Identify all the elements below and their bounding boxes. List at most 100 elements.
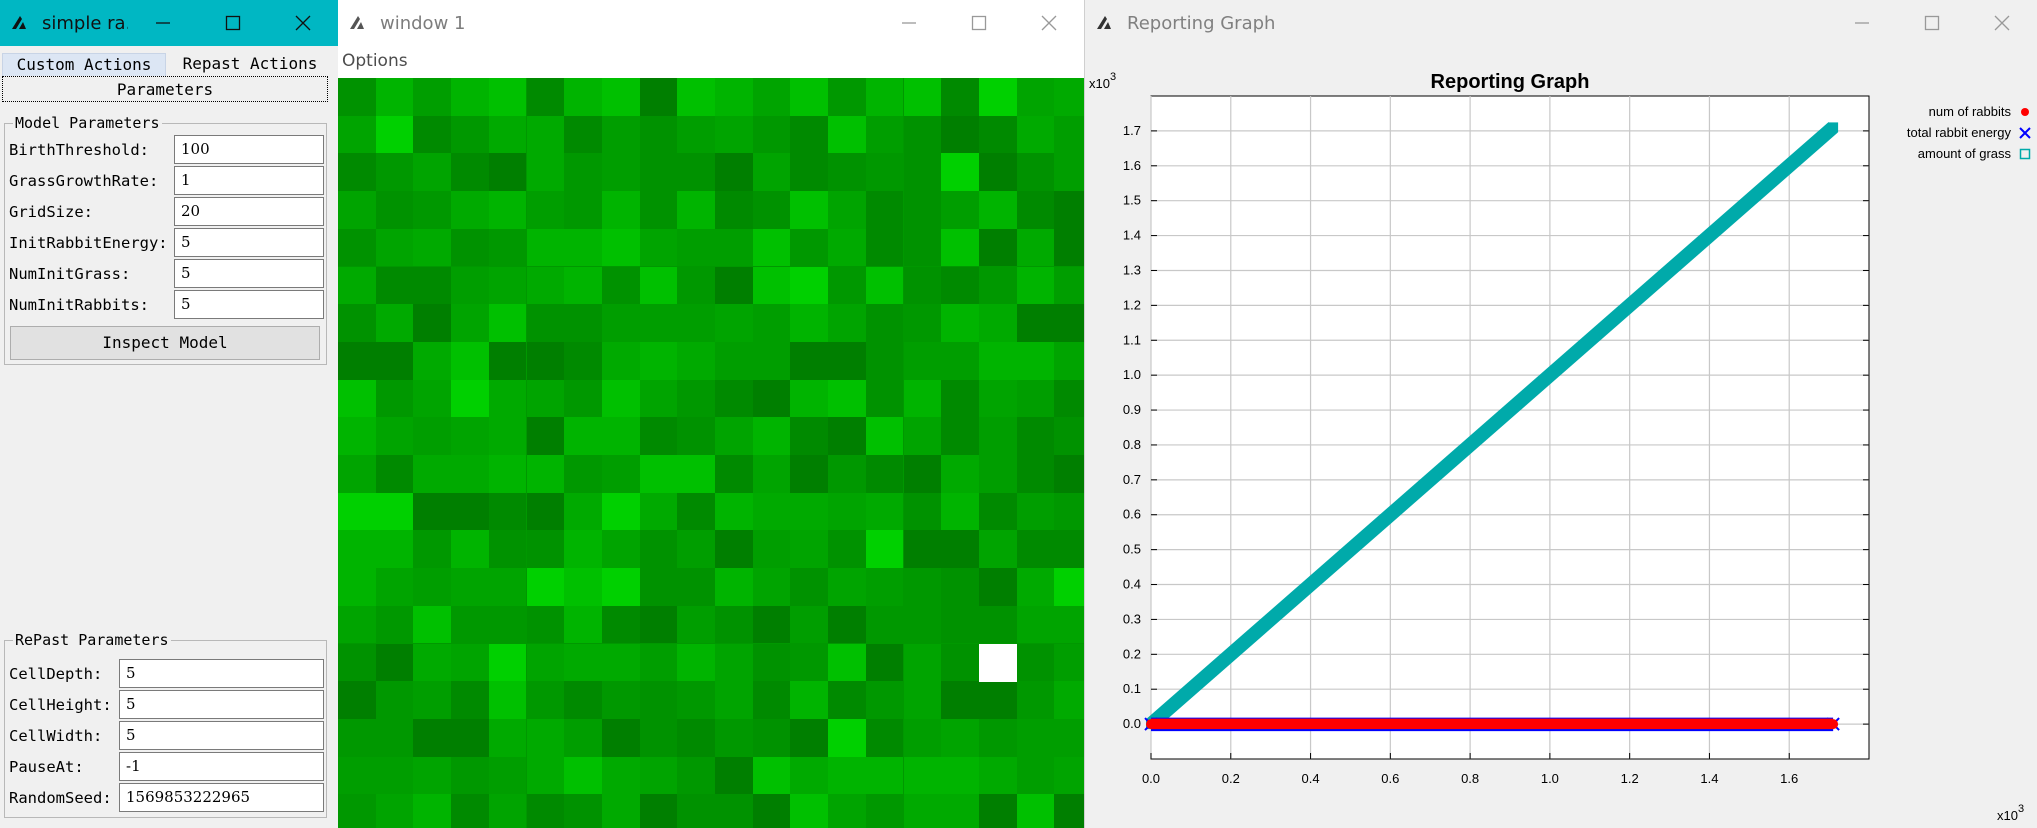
grass-cell — [978, 153, 1017, 192]
grass-cell — [978, 341, 1017, 380]
grass-cell — [677, 266, 715, 305]
parameters-window-titlebar[interactable]: simple ra... — [0, 0, 338, 46]
window-title: simple ra... — [42, 12, 128, 34]
grass-cell — [865, 492, 904, 531]
grass-cell — [375, 304, 414, 342]
grass-cell — [601, 605, 640, 644]
grass-cell — [677, 379, 715, 418]
action-tabs: Custom Actions Repast Actions — [0, 50, 338, 76]
grass-cell — [677, 191, 715, 229]
grass-cell — [865, 718, 904, 757]
grass-cell — [338, 568, 376, 606]
grass-cell — [601, 794, 640, 828]
grass-cell — [413, 153, 452, 192]
tab-custom-actions[interactable]: Custom Actions — [2, 53, 166, 76]
options-menu[interactable]: Options — [342, 51, 408, 71]
grass-cell — [828, 794, 866, 828]
grass-growth-rate-input[interactable]: 1 — [174, 166, 324, 195]
grass-cell — [488, 379, 527, 418]
birth-threshold-input[interactable]: 100 — [174, 135, 324, 164]
grass-cell — [941, 756, 979, 795]
grass-cell — [488, 115, 527, 154]
grass-cell — [639, 228, 678, 267]
grass-cell — [1016, 605, 1055, 644]
grass-cell — [564, 417, 602, 455]
grass-cell — [715, 643, 753, 682]
grass-cell — [978, 78, 1017, 116]
num-init-rabbits-input[interactable]: 5 — [174, 290, 324, 319]
pause-at-input[interactable]: -1 — [119, 752, 324, 781]
grass-cell — [451, 379, 489, 418]
close-button[interactable] — [1967, 0, 2037, 46]
grass-cell — [564, 643, 602, 682]
grass-cell — [752, 718, 791, 757]
grass-cell — [338, 379, 376, 418]
minimize-button[interactable] — [874, 0, 944, 46]
model-parameters-panel: Model Parameters BirthThreshold: 100 Gra… — [4, 114, 327, 365]
minimize-button[interactable] — [1827, 0, 1897, 46]
cell-width-input[interactable]: 5 — [119, 721, 324, 750]
grass-cell — [375, 191, 414, 229]
grass-grid-display[interactable] — [338, 78, 1084, 828]
cell-height-input[interactable]: 5 — [119, 690, 324, 719]
cell-depth-input[interactable]: 5 — [119, 659, 324, 688]
grid-window-titlebar[interactable]: window 1 — [338, 0, 1084, 46]
inspect-model-button[interactable]: Inspect Model — [10, 326, 320, 360]
tab-repast-actions[interactable]: Repast Actions — [182, 54, 318, 73]
grid-window: window 1 Options — [338, 0, 1084, 828]
repast-app-icon — [350, 16, 364, 29]
repast-app-icon — [12, 16, 26, 29]
grass-cell — [1054, 379, 1084, 418]
model-parameters-legend: Model Parameters — [13, 114, 162, 132]
series-marker — [1828, 719, 1839, 730]
grass-cell — [601, 492, 640, 531]
minimize-button[interactable] — [128, 0, 198, 46]
grid-size-input[interactable]: 20 — [174, 197, 324, 226]
grass-cell — [790, 78, 829, 116]
init-rabbit-energy-input[interactable]: 5 — [174, 228, 324, 257]
grass-cell — [677, 605, 715, 644]
grass-cell — [488, 530, 527, 569]
grass-cell — [601, 568, 640, 606]
grass-cell — [1054, 492, 1084, 531]
y-tick-label: 1.1 — [1123, 332, 1141, 347]
grass-cell — [451, 681, 489, 719]
grass-cell — [639, 78, 678, 116]
maximize-button[interactable] — [1897, 0, 1967, 46]
close-button[interactable] — [1014, 0, 1084, 46]
maximize-button[interactable] — [198, 0, 268, 46]
grass-cell — [1016, 341, 1055, 380]
grass-cell — [375, 605, 414, 644]
param-label: RandomSeed: — [9, 788, 112, 807]
reporting-graph-chart[interactable]: 0.0 0.2 0.4 0.6 0.8 1.0 1.2 1.4 1.6 0.0 0.1 0.2 0.3 0… — [1085, 46, 2036, 828]
close-button[interactable] — [268, 0, 338, 46]
grass-cell — [752, 605, 791, 644]
grass-cell — [1016, 492, 1055, 531]
num-init-grass-input[interactable]: 5 — [174, 259, 324, 288]
maximize-button[interactable] — [944, 0, 1014, 46]
y-tick-label: 0.8 — [1123, 437, 1141, 452]
grass-cell — [375, 492, 414, 531]
grass-cell — [677, 153, 715, 192]
grass-cell — [375, 228, 414, 267]
grass-cell — [526, 228, 565, 267]
rabbit-cell[interactable] — [978, 643, 1017, 682]
minimize-icon — [902, 22, 916, 24]
grass-cell — [338, 78, 376, 116]
grass-cell — [715, 115, 753, 154]
grass-cell — [978, 191, 1017, 229]
grass-cell — [488, 643, 527, 682]
parameters-button[interactable]: Parameters — [2, 76, 328, 102]
grass-cell — [1016, 643, 1055, 682]
grass-cell — [941, 341, 979, 380]
random-seed-input[interactable]: 1569853222965 — [119, 783, 324, 812]
grass-cell — [828, 681, 866, 719]
grass-cell — [1054, 417, 1084, 455]
grass-cell — [639, 417, 678, 455]
grass-cell — [526, 341, 565, 380]
grass-cell — [451, 455, 489, 493]
graph-window-titlebar[interactable]: Reporting Graph — [1085, 0, 2037, 46]
grass-cell — [941, 568, 979, 606]
grass-cell — [413, 681, 452, 719]
grass-cell — [375, 455, 414, 493]
